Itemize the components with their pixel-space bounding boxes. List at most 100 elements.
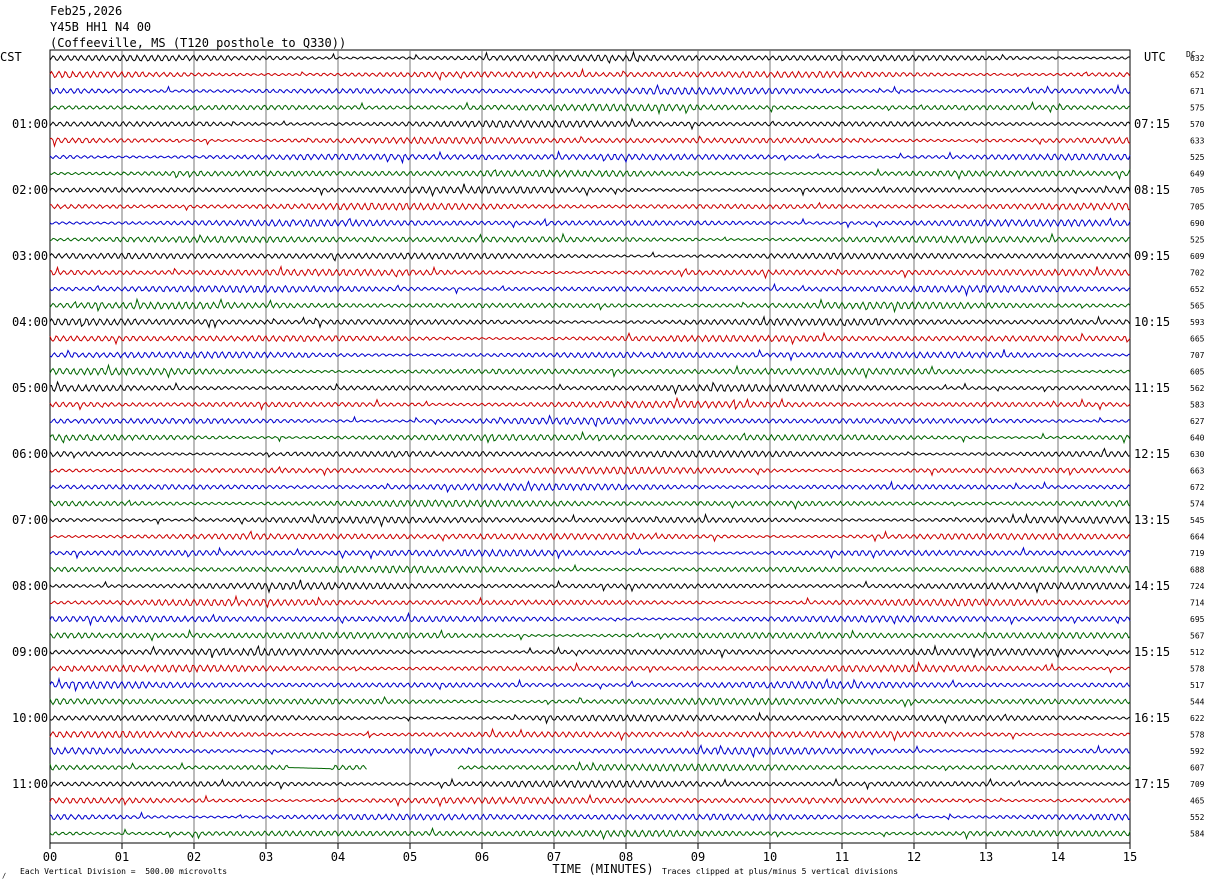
left-hour-label: 07:00 <box>12 513 48 527</box>
seismic-trace <box>49 530 1131 543</box>
left-hour-label: 04:00 <box>12 315 48 329</box>
seismic-trace <box>49 297 1131 314</box>
right-timezone: UTC <box>1144 50 1166 64</box>
seismic-trace <box>49 563 1131 574</box>
seismic-trace <box>49 396 1131 411</box>
dc-offset-value: 512 <box>1190 648 1205 657</box>
seismic-trace <box>49 201 1131 212</box>
seismic-trace <box>49 499 1131 511</box>
x-tick-label: 03 <box>259 850 273 864</box>
x-tick-label: 09 <box>691 850 705 864</box>
seismic-trace <box>49 265 1131 280</box>
seismic-trace <box>49 217 1131 229</box>
x-tick-label: 01 <box>115 850 129 864</box>
seismic-trace <box>49 331 1131 346</box>
x-tick-label: 12 <box>907 850 921 864</box>
dc-offset-value: 575 <box>1190 104 1205 113</box>
x-tick-label: 13 <box>979 850 993 864</box>
dc-offset-value: 578 <box>1190 665 1205 674</box>
dc-offset-value: 627 <box>1190 417 1205 426</box>
dc-offset-value: 525 <box>1190 153 1205 162</box>
dc-offset-value: 544 <box>1190 698 1205 707</box>
dc-offset-value: 672 <box>1190 483 1205 492</box>
seismic-trace <box>49 50 1131 65</box>
seismic-trace <box>49 315 1131 330</box>
dc-offset-value: 583 <box>1190 401 1205 410</box>
dc-offset-value: 465 <box>1190 797 1205 806</box>
left-timezone: CST <box>0 50 22 64</box>
dc-label: DC <box>1186 50 1196 59</box>
dc-offset-value: 695 <box>1190 615 1205 624</box>
left-hour-label: 08:00 <box>12 579 48 593</box>
seismic-trace <box>49 135 1131 148</box>
left-hour-label: 01:00 <box>12 117 48 131</box>
clip-note: Traces clipped at plus/minus 5 vertical … <box>662 867 899 876</box>
x-tick-label: 08 <box>619 850 633 864</box>
x-tick-label: 15 <box>1123 850 1137 864</box>
x-tick-label: 02 <box>187 850 201 864</box>
seismic-trace <box>49 100 1131 116</box>
dc-offset-value: 517 <box>1190 681 1205 690</box>
seismic-trace <box>49 183 1131 198</box>
seismic-trace <box>49 447 1131 460</box>
seismic-trace <box>49 644 1131 659</box>
seismic-trace <box>49 811 1131 821</box>
left-hour-label: 03:00 <box>12 249 48 263</box>
dc-offset-value: 622 <box>1190 714 1205 723</box>
right-hour-label: 11:15 <box>1134 381 1170 395</box>
seismic-trace <box>49 117 1131 131</box>
dc-offset-value: 664 <box>1190 533 1205 542</box>
seismic-trace <box>49 430 1131 445</box>
right-hour-label: 13:15 <box>1134 513 1170 527</box>
seismic-trace <box>49 380 1130 396</box>
right-hour-label: 15:15 <box>1134 645 1170 659</box>
dc-offset-value: 630 <box>1190 450 1205 459</box>
scale-note: Each Vertical Division = 500.00 microvol… <box>20 867 228 876</box>
dc-offset-value: 592 <box>1190 747 1205 756</box>
left-hour-label: 10:00 <box>12 711 48 725</box>
seismic-trace <box>49 628 1131 642</box>
dc-offset-value: 663 <box>1190 467 1205 476</box>
dc-offset-value: 578 <box>1190 731 1205 740</box>
seismic-trace <box>49 660 1131 674</box>
dc-offset-value: 562 <box>1190 384 1205 393</box>
x-tick-label: 14 <box>1051 850 1065 864</box>
dc-offset-value: 525 <box>1190 236 1205 245</box>
dc-offset-value: 665 <box>1190 335 1205 344</box>
seismic-trace <box>49 480 1131 494</box>
dc-offset-value: 552 <box>1190 813 1205 822</box>
seismic-trace <box>49 727 1131 742</box>
dc-offset-value: 633 <box>1190 137 1205 146</box>
seismic-trace <box>49 465 1131 477</box>
seismic-trace <box>49 251 1131 262</box>
dc-offset-value: 607 <box>1190 764 1205 773</box>
left-hour-label: 06:00 <box>12 447 48 461</box>
x-tick-label: 00 <box>43 850 57 864</box>
right-hour-label: 17:15 <box>1134 777 1170 791</box>
dc-offset-value: 719 <box>1190 549 1205 558</box>
right-hour-label: 14:15 <box>1134 579 1170 593</box>
seismic-trace <box>49 611 1131 627</box>
left-hour-label: 09:00 <box>12 645 48 659</box>
seismic-trace <box>49 363 1131 380</box>
station-label: Y45B HH1 N4 00 <box>50 20 152 34</box>
seismic-trace <box>49 743 1131 759</box>
seismic-trace <box>49 232 1131 244</box>
dc-offset-value: 705 <box>1190 203 1205 212</box>
dc-offset-value: 702 <box>1190 269 1205 278</box>
seismic-trace <box>49 512 1131 528</box>
dc-offset-value: 605 <box>1190 368 1205 377</box>
dc-offset-value: 640 <box>1190 434 1205 443</box>
seismic-trace <box>49 761 367 771</box>
left-hour-label: 02:00 <box>12 183 48 197</box>
x-tick-label: 05 <box>403 850 417 864</box>
x-tick-label: 10 <box>763 850 777 864</box>
left-hour-label: 11:00 <box>12 777 48 791</box>
date-label: Feb25,2026 <box>50 4 123 18</box>
seismic-trace <box>49 67 1131 81</box>
seismic-trace <box>49 676 1131 693</box>
right-hour-label: 16:15 <box>1134 711 1170 725</box>
right-hour-label: 12:15 <box>1134 447 1170 461</box>
seismic-trace <box>49 777 1131 791</box>
seismic-trace <box>49 167 1131 181</box>
